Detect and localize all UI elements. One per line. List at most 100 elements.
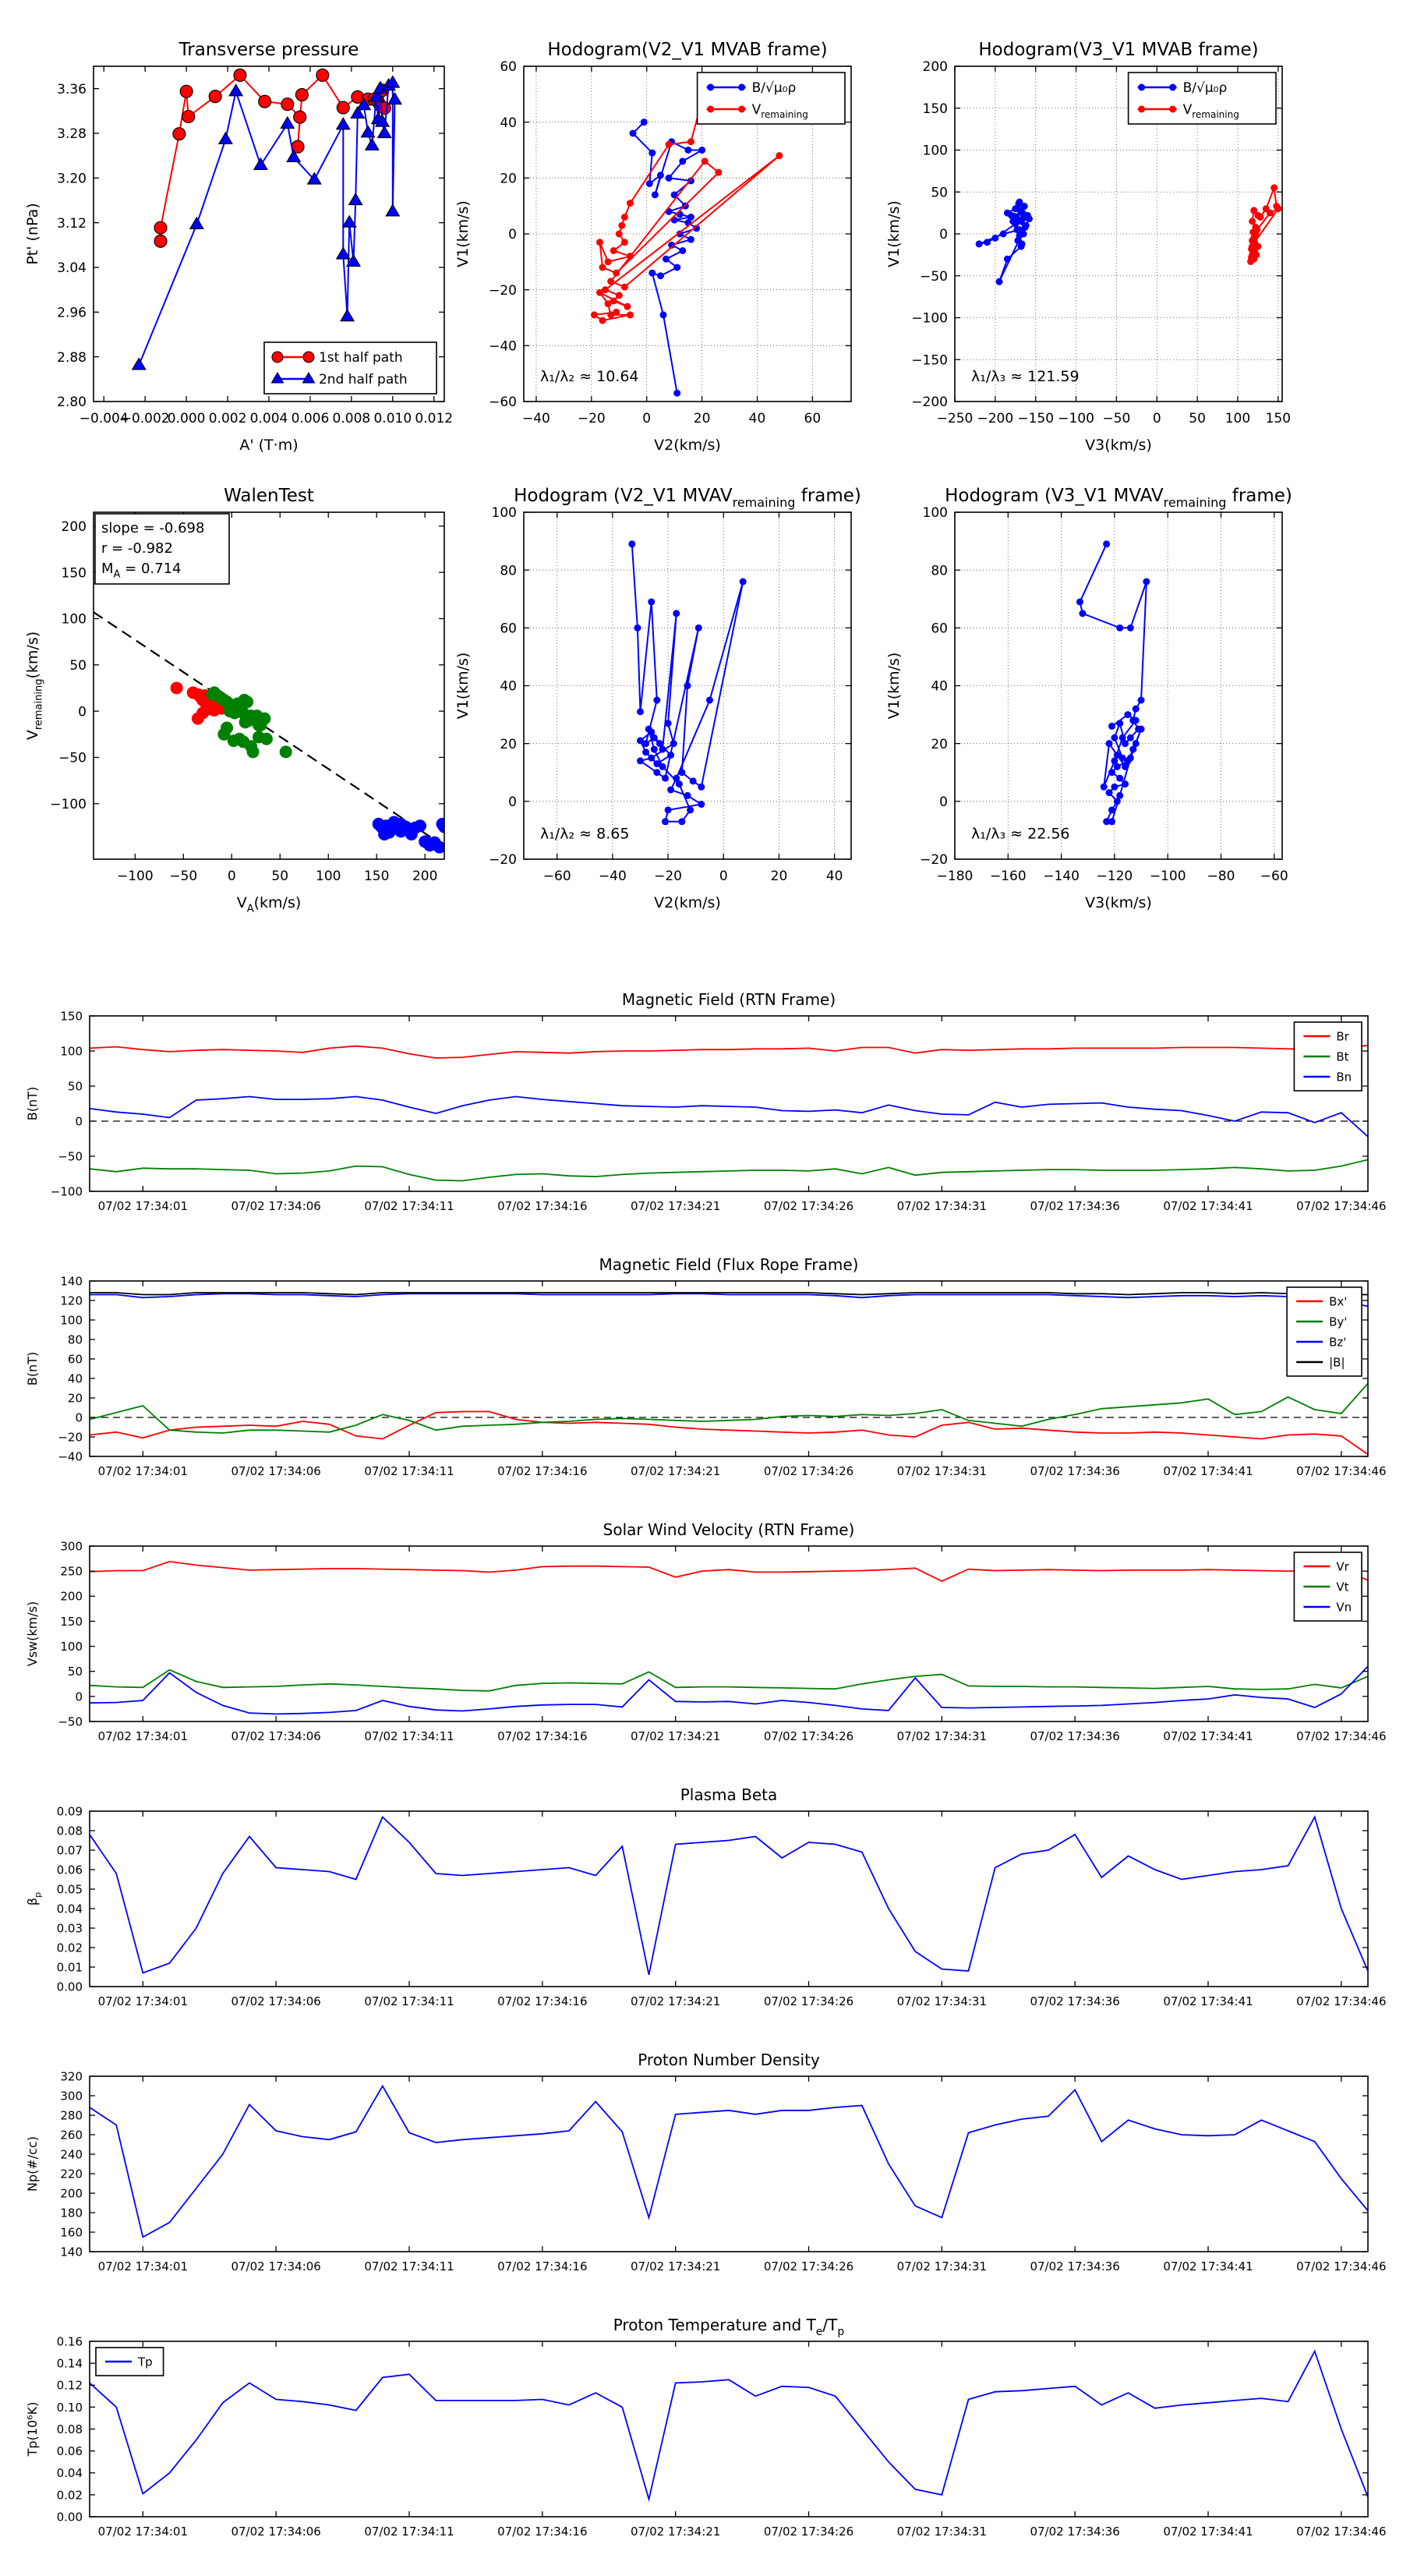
legend-label: Vremaining — [1183, 102, 1239, 120]
series-marker — [642, 740, 650, 748]
legend-marker — [1169, 105, 1177, 113]
series-marker — [1020, 203, 1028, 211]
series-marker — [1132, 717, 1140, 724]
series-marker — [1019, 215, 1027, 223]
y-tick-label: 60 — [500, 59, 517, 75]
series-marker — [170, 681, 183, 695]
series-marker — [1266, 209, 1274, 217]
series-marker — [242, 714, 256, 727]
x-tick-label: 07/02 17:34:21 — [631, 2259, 720, 2273]
x-tick-label: 07/02 17:34:06 — [231, 1199, 320, 1213]
series-marker — [1253, 226, 1261, 234]
series-marker — [670, 740, 677, 748]
series-marker — [1108, 806, 1115, 814]
y-axis-label: V1(km/s) — [454, 653, 472, 720]
y-tick-label: −40 — [58, 1449, 83, 1463]
y-tick-label: 40 — [68, 1371, 83, 1385]
series-marker — [679, 157, 687, 165]
series-marker — [385, 203, 401, 217]
x-tick-label: 07/02 17:34:01 — [98, 1464, 188, 1478]
y-tick-label: −50 — [920, 269, 948, 285]
stats-box-line: slope = -0.698 — [101, 520, 204, 536]
x-tick-label: 07/02 17:34:11 — [364, 2525, 454, 2539]
series-marker — [673, 774, 680, 782]
panel-hodogram-v3v1-mvav: −180 −160 −140 −120 −100 −80 −60 −20 0 20 40 60 80 10… — [885, 486, 1292, 911]
x-tick-label: 150 — [364, 869, 389, 884]
y-axis-label: Np(#/cc) — [25, 2136, 40, 2192]
plot-border — [89, 2341, 1369, 2518]
series-marker — [1025, 215, 1033, 223]
series-marker — [687, 138, 694, 146]
annotation: λ₁/λ₂ ≈ 8.65 — [540, 825, 629, 842]
y-tick-label: −200 — [911, 395, 948, 410]
x-tick-label: 07/02 17:34:31 — [897, 1729, 987, 1743]
annotation: λ₁/λ₃ ≈ 22.56 — [971, 825, 1070, 842]
series-marker — [983, 239, 991, 246]
legend: Tp — [95, 2347, 164, 2376]
x-tick-label: 100 — [1225, 411, 1250, 426]
series-marker — [995, 278, 1003, 285]
series-line — [90, 1382, 1368, 1434]
x-tick-label: 07/02 17:34:11 — [364, 1994, 454, 2008]
series-marker — [610, 247, 617, 254]
series-marker — [664, 806, 672, 814]
series-line — [160, 73, 386, 242]
series-marker — [656, 172, 664, 179]
x-tick-label: 0.010 — [373, 411, 412, 426]
x-tick-label: 07/02 17:34:16 — [497, 1729, 587, 1743]
y-tick-label: 0.01 — [57, 1960, 83, 1974]
series-marker — [999, 230, 1007, 238]
series-marker — [687, 177, 694, 185]
series-marker — [341, 214, 357, 228]
legend: Br Bt Bn — [1293, 1021, 1362, 1092]
x-tick-label: 07/02 17:34:41 — [1163, 1994, 1253, 2008]
series-marker — [217, 727, 231, 741]
x-tick-label: 07/02 17:34:41 — [1163, 1729, 1253, 1743]
series-marker — [636, 757, 644, 765]
series-marker — [1111, 783, 1119, 791]
x-tick-label: 07/02 17:34:31 — [897, 2525, 987, 2539]
series-marker — [648, 728, 656, 736]
series-marker — [715, 168, 723, 176]
legend-label: |B| — [1329, 1355, 1345, 1369]
series-marker — [346, 253, 362, 267]
series-marker — [258, 94, 272, 108]
x-tick-label: 07/02 17:34:16 — [497, 1994, 587, 2008]
x-tick-label: 0.002 — [209, 411, 247, 426]
panel-plasma-beta: 07/02 17:34:01 07/02 17:34:06 07/02 17:34:… — [25, 1785, 1387, 2008]
series-marker — [131, 357, 147, 370]
series-marker — [684, 147, 692, 154]
y-tick-label: 40 — [931, 679, 948, 695]
y-tick-label: 0 — [508, 227, 517, 242]
series-marker — [356, 97, 372, 111]
series-marker — [698, 783, 705, 791]
y-tick-label: 150 — [923, 101, 948, 117]
chart-title: Magnetic Field (RTN Frame) — [622, 990, 836, 1009]
x-tick-label: 07/02 17:34:46 — [1296, 2525, 1386, 2539]
x-tick-label: 07/02 17:34:01 — [98, 1729, 188, 1743]
x-tick-label: −250 — [937, 411, 974, 426]
series-marker — [650, 734, 658, 741]
y-tick-label: 40 — [500, 679, 517, 695]
x-tick-label: 07/02 17:34:36 — [1030, 1464, 1119, 1478]
x-tick-label: 07/02 17:34:16 — [497, 1464, 587, 1478]
chart-title: Magnetic Field (Flux Rope Frame) — [599, 1255, 859, 1274]
series-marker — [1254, 211, 1262, 219]
chart-title: Hodogram(V2_V1 MVAB frame) — [547, 40, 827, 60]
y-axis-label: Pt' (nPa) — [24, 203, 41, 264]
series-marker — [286, 149, 302, 162]
legend-marker — [1138, 105, 1146, 113]
legend-label: 1st half path — [319, 350, 403, 366]
x-tick-label: 150 — [1266, 411, 1291, 426]
series-marker — [604, 258, 612, 266]
x-tick-label: 50 — [271, 869, 288, 884]
series-marker — [659, 745, 666, 753]
y-tick-label: 50 — [68, 1079, 83, 1093]
x-tick-label: −50 — [1102, 411, 1130, 426]
series-marker — [665, 174, 673, 182]
x-tick-label: −40 — [599, 869, 627, 884]
y-tick-label: 0.10 — [57, 2401, 83, 2415]
panel-hodogram-v2v1-mvab: −40 −20 0 20 40 60 −60 −40 −20 0 20 40 60 Hodogram(V2… — [454, 40, 852, 454]
x-tick-label: 0.012 — [415, 411, 453, 426]
panel-proton-number-density: 07/02 17:34:01 07/02 17:34:06 07/02 17:34:… — [25, 2051, 1387, 2273]
